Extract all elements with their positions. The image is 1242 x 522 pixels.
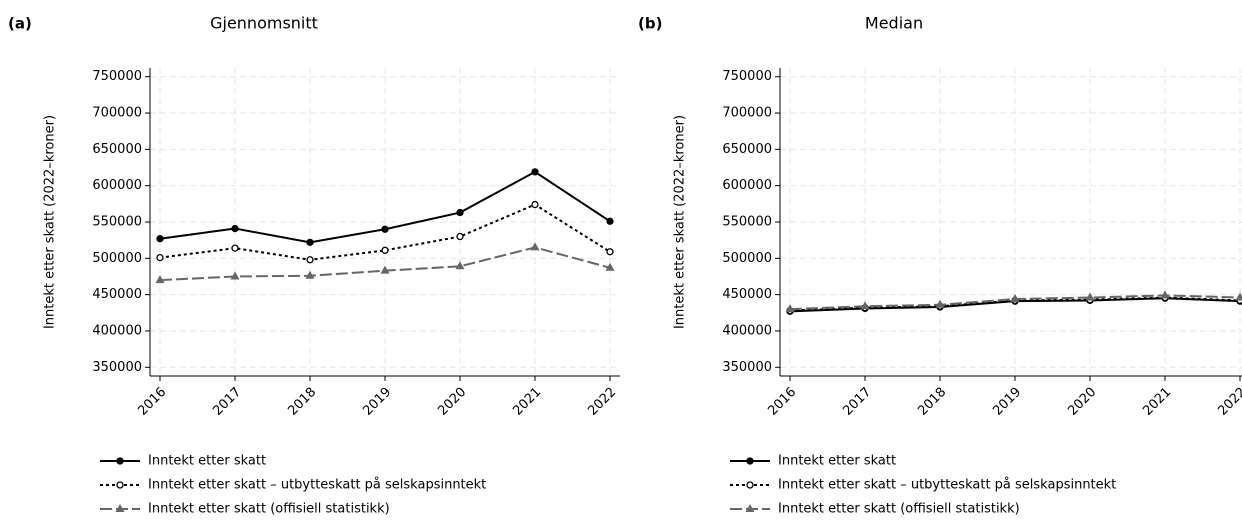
y-axis-label: Inntekt etter skatt (2022–kroner) bbox=[43, 115, 58, 329]
marker bbox=[457, 210, 463, 216]
x-tick-label: 2016 bbox=[765, 385, 799, 419]
marker bbox=[382, 247, 388, 253]
legend-marker bbox=[117, 482, 123, 488]
legend-label: Inntekt etter skatt (offisiell statistik… bbox=[778, 502, 1020, 517]
y-tick-label: 700000 bbox=[92, 106, 142, 121]
panel-label: (a) bbox=[8, 15, 32, 33]
marker bbox=[307, 239, 313, 245]
y-tick-label: 700000 bbox=[722, 106, 772, 121]
y-tick-label: 750000 bbox=[722, 69, 772, 84]
legend-label: Inntekt etter skatt bbox=[148, 454, 266, 469]
x-tick-label: 2022 bbox=[1215, 385, 1242, 419]
y-tick-label: 600000 bbox=[92, 178, 142, 193]
marker bbox=[157, 255, 163, 261]
legend-label: Inntekt etter skatt (offisiell statistik… bbox=[148, 502, 390, 517]
chart-title: Median bbox=[865, 14, 923, 33]
marker bbox=[1086, 293, 1095, 301]
y-tick-label: 650000 bbox=[722, 142, 772, 157]
y-tick-label: 400000 bbox=[92, 323, 142, 338]
x-tick-label: 2018 bbox=[285, 385, 319, 419]
y-tick-label: 650000 bbox=[92, 142, 142, 157]
legend-marker bbox=[747, 458, 753, 464]
y-tick-label: 450000 bbox=[722, 287, 772, 302]
x-tick-label: 2017 bbox=[210, 385, 244, 419]
y-tick-label: 500000 bbox=[722, 251, 772, 266]
marker bbox=[232, 226, 238, 232]
y-tick-label: 550000 bbox=[722, 215, 772, 230]
marker bbox=[231, 271, 240, 279]
y-tick-label: 400000 bbox=[722, 323, 772, 338]
x-tick-label: 2020 bbox=[435, 385, 469, 419]
y-axis-label: Inntekt etter skatt (2022–kroner) bbox=[673, 115, 688, 329]
marker bbox=[531, 242, 540, 250]
marker bbox=[157, 236, 163, 242]
x-tick-label: 2017 bbox=[840, 385, 874, 419]
x-tick-label: 2019 bbox=[360, 385, 394, 419]
panel-label: (b) bbox=[638, 15, 662, 33]
y-tick-label: 450000 bbox=[92, 287, 142, 302]
y-tick-label: 750000 bbox=[92, 69, 142, 84]
x-tick-label: 2020 bbox=[1065, 385, 1099, 419]
legend-label: Inntekt etter skatt bbox=[778, 454, 896, 469]
marker bbox=[532, 169, 538, 175]
marker bbox=[232, 245, 238, 251]
marker bbox=[307, 257, 313, 263]
x-tick-label: 2021 bbox=[510, 385, 544, 419]
legend-marker bbox=[117, 458, 123, 464]
marker bbox=[532, 202, 538, 208]
x-tick-label: 2018 bbox=[915, 385, 949, 419]
legend-label: Inntekt etter skatt – utbytteskatt på se… bbox=[148, 478, 486, 493]
x-tick-label: 2019 bbox=[990, 385, 1024, 419]
y-tick-label: 550000 bbox=[92, 215, 142, 230]
marker bbox=[382, 226, 388, 232]
marker bbox=[861, 301, 870, 309]
marker bbox=[607, 249, 613, 255]
legend-marker bbox=[747, 482, 753, 488]
x-tick-label: 2022 bbox=[585, 385, 619, 419]
y-tick-label: 350000 bbox=[722, 360, 772, 375]
marker bbox=[1236, 293, 1242, 301]
x-tick-label: 2021 bbox=[1140, 385, 1174, 419]
marker bbox=[457, 234, 463, 240]
marker bbox=[607, 218, 613, 224]
chart-title: Gjennomsnitt bbox=[210, 14, 318, 33]
marker bbox=[456, 261, 465, 269]
x-tick-label: 2016 bbox=[135, 385, 169, 419]
legend-label: Inntekt etter skatt – utbytteskatt på se… bbox=[778, 478, 1116, 493]
y-tick-label: 600000 bbox=[722, 178, 772, 193]
y-tick-label: 500000 bbox=[92, 251, 142, 266]
y-tick-label: 350000 bbox=[92, 360, 142, 375]
